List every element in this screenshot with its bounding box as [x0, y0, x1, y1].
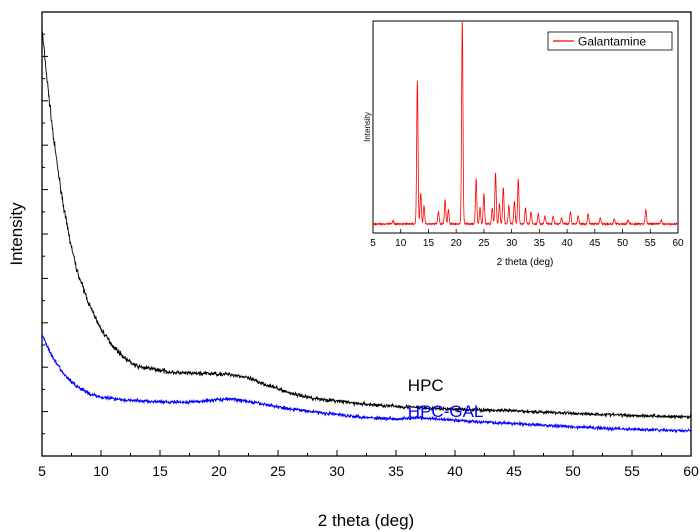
main-y-axis-label: Intensity — [7, 202, 26, 266]
inset-legend-label: Galantamine — [578, 35, 646, 49]
main-x-tick-label: 25 — [270, 463, 286, 479]
inset-x-tick-label: 50 — [617, 238, 629, 249]
main-x-tick-label: 15 — [152, 463, 168, 479]
main-x-tick-label: 5 — [38, 463, 46, 479]
inset-legend-box — [547, 31, 673, 51]
main-x-tick-label: 50 — [565, 463, 581, 479]
main-x-tick-label: 55 — [624, 463, 640, 479]
inset-x-tick-label: 25 — [478, 238, 490, 249]
inset-x-axis-ticks: 5 10 15 20 25 30 35 40 45 50 55 60 — [370, 229, 684, 249]
inset-x-tick-label: 20 — [451, 238, 463, 249]
annotation-hpc-gal: HPC-GAL — [408, 402, 484, 421]
main-series-group — [41, 30, 692, 434]
inset-x-axis-label: 2 theta (deg) — [497, 257, 554, 268]
main-x-tick-label: 45 — [506, 463, 522, 479]
inset-x-tick-label: 5 — [370, 238, 376, 249]
main-x-tick-label: 35 — [388, 463, 404, 479]
main-y-axis-ticks — [42, 11, 48, 457]
inset-x-tick-label: 45 — [589, 238, 601, 249]
main-x-tick-label: 10 — [93, 463, 109, 479]
main-x-tick-label: 30 — [329, 463, 345, 479]
inset-x-tick-label: 35 — [534, 238, 546, 249]
inset-x-tick-label: 30 — [506, 238, 518, 249]
inset-legend: Galantamine — [547, 31, 673, 51]
series-line-hpc-gal — [41, 333, 692, 434]
series-line-hpc — [41, 30, 692, 420]
inset-x-tick-label: 40 — [562, 238, 574, 249]
inset-x-tick-label: 15 — [423, 238, 435, 249]
annotation-hpc: HPC — [408, 376, 444, 395]
inset-x-tick-label: 60 — [672, 238, 684, 249]
series-line-galantamine — [372, 21, 679, 227]
main-annotations: HPC HPC-GAL — [408, 376, 484, 421]
inset-background — [373, 21, 678, 233]
inset-x-tick-label: 55 — [645, 238, 657, 249]
main-x-tick-label: 60 — [683, 463, 699, 479]
inset-x-tick-label: 10 — [395, 238, 407, 249]
inset-chart: 5 10 15 20 25 30 35 40 45 50 55 60 Galantamine 2 th… — [363, 20, 684, 268]
main-x-tick-label: 20 — [211, 463, 227, 479]
inset-y-axis-label: Intensity — [363, 112, 372, 142]
main-x-axis-ticks: 5 10 15 20 25 30 35 40 45 50 55 60 — [38, 450, 699, 479]
main-x-tick-label: 40 — [447, 463, 463, 479]
inset-series-group — [372, 21, 679, 227]
main-chart: 5 10 15 20 25 30 35 40 45 50 55 60 HPC HPC-GAL 2 the… — [7, 11, 699, 530]
main-x-axis-label: 2 theta (deg) — [318, 511, 414, 530]
inset-plot-frame — [372, 20, 679, 234]
